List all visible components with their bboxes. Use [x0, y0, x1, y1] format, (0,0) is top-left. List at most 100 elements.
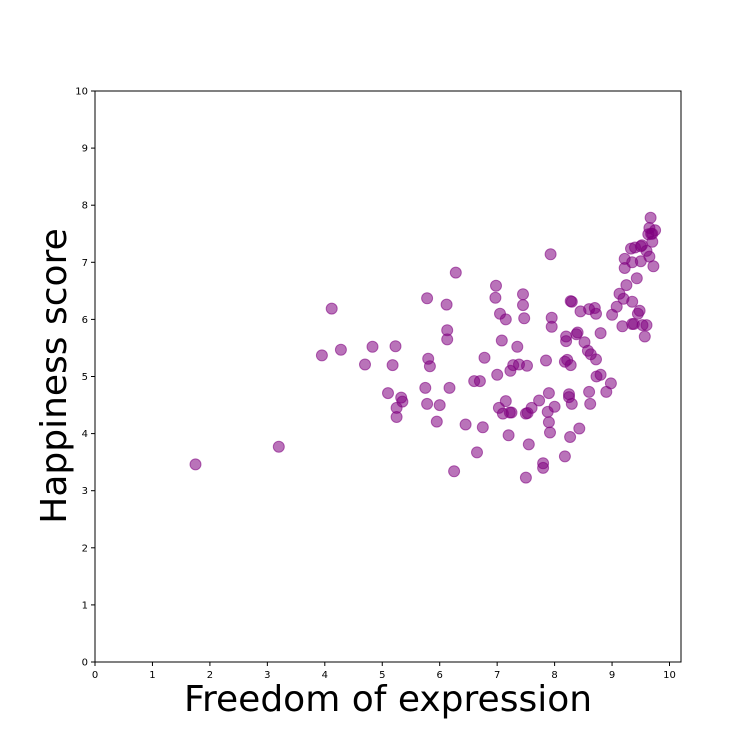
- y-axis-ticks: 0 1 2 3 4 5 6 7 8 9 10: [75, 87, 95, 669]
- data-point: [594, 327, 607, 340]
- data-point: [389, 340, 402, 353]
- data-point: [396, 395, 409, 408]
- data-point: [449, 266, 462, 279]
- data-point: [647, 260, 660, 273]
- data-point: [517, 299, 529, 312]
- data-point: [386, 359, 399, 372]
- data-point: [573, 422, 586, 435]
- data-point: [441, 333, 454, 346]
- data-point: [390, 411, 403, 423]
- data-point: [272, 440, 285, 453]
- data-point: [473, 375, 486, 388]
- x-tick-label: 2: [207, 670, 213, 681]
- data-point: [590, 353, 602, 366]
- data-point: [423, 360, 436, 373]
- data-point: [525, 401, 538, 414]
- data-point: [443, 381, 456, 394]
- data-point: [548, 400, 561, 413]
- data-point: [540, 354, 552, 367]
- data-point: [511, 340, 524, 353]
- data-point: [564, 359, 577, 372]
- data-point: [522, 438, 535, 451]
- data-point: [521, 359, 533, 372]
- data-point: [584, 397, 597, 410]
- data-point: [544, 426, 556, 439]
- y-tick-label: 9: [82, 144, 88, 155]
- data-point: [499, 313, 512, 326]
- data-point: [499, 395, 512, 408]
- y-axis-label: Happiness score: [34, 228, 75, 524]
- y-tick-label: 0: [82, 658, 88, 669]
- data-point: [366, 340, 379, 353]
- x-tick-label: 0: [92, 670, 98, 681]
- y-tick-label: 1: [82, 600, 88, 611]
- data-point: [495, 334, 508, 347]
- data-point: [649, 224, 662, 237]
- data-point: [564, 431, 577, 443]
- x-tick-label: 5: [379, 670, 385, 681]
- data-point: [502, 429, 515, 442]
- data-point: [542, 416, 555, 429]
- data-point: [334, 343, 347, 356]
- data-point: [519, 471, 532, 484]
- data-point: [646, 235, 659, 248]
- data-point: [315, 349, 328, 362]
- y-tick-label: 5: [82, 372, 88, 383]
- data-point: [359, 358, 371, 371]
- y-tick-label: 8: [82, 201, 88, 212]
- y-tick-label: 6: [82, 315, 88, 326]
- x-tick-label: 9: [609, 670, 615, 681]
- data-point: [517, 288, 529, 301]
- x-axis-ticks: 0 1 2 3 4 5 6 7 8 9 10: [92, 662, 676, 681]
- data-point: [489, 291, 502, 304]
- data-point: [630, 272, 643, 285]
- data-point: [382, 387, 394, 400]
- x-tick-label: 8: [551, 670, 557, 681]
- data-point: [505, 406, 518, 419]
- x-tick-label: 4: [322, 670, 328, 681]
- data-point: [620, 279, 633, 292]
- data-point: [571, 326, 584, 339]
- data-point: [537, 461, 550, 474]
- data-point: [490, 279, 502, 292]
- data-point: [430, 415, 443, 428]
- data-point: [421, 292, 434, 305]
- data-point: [604, 377, 617, 390]
- data-point: [533, 394, 546, 407]
- data-point: [565, 295, 578, 308]
- data-point: [558, 450, 571, 463]
- x-tick-label: 3: [264, 670, 270, 681]
- data-point: [440, 298, 453, 311]
- data-point: [644, 211, 657, 224]
- data-point: [421, 397, 434, 410]
- data-point: [325, 302, 338, 315]
- data-point: [459, 418, 472, 431]
- data-point: [590, 307, 602, 320]
- data-point: [633, 304, 646, 317]
- x-tick-label: 7: [494, 670, 500, 681]
- data-point: [542, 387, 555, 400]
- data-point: [640, 319, 653, 332]
- x-axis-label: Freedom of expression: [184, 679, 592, 720]
- y-tick-label: 10: [75, 87, 88, 98]
- data-point: [478, 351, 491, 364]
- data-point: [476, 421, 489, 434]
- y-tick-label: 2: [82, 543, 88, 554]
- points-layer: [189, 211, 662, 484]
- data-point: [594, 368, 607, 381]
- x-tick-label: 10: [663, 670, 676, 681]
- data-point: [189, 458, 202, 471]
- data-point: [545, 320, 558, 333]
- data-point: [518, 312, 531, 325]
- data-point: [419, 381, 432, 394]
- data-point: [471, 446, 483, 459]
- data-point: [433, 399, 446, 412]
- data-point: [626, 295, 639, 308]
- y-tick-label: 4: [82, 429, 88, 440]
- data-point: [638, 330, 651, 343]
- x-tick-label: 6: [437, 670, 443, 681]
- data-point: [616, 320, 629, 333]
- data-point: [583, 385, 596, 398]
- data-point: [544, 248, 557, 261]
